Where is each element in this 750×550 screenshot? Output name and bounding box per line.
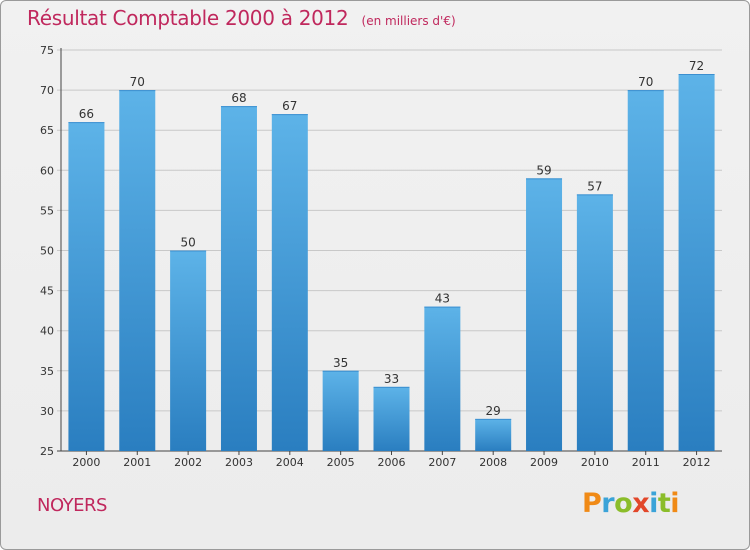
y-tick-label: 35 [40,365,54,378]
bar [271,114,308,451]
bar-value-label: 72 [689,59,704,73]
bar-value-label: 67 [282,99,297,113]
chart-title: Résultat Comptable 2000 à 2012 [27,6,349,30]
bar-value-label: 35 [333,356,348,370]
logo-letter: t [657,488,671,519]
x-tick-label: 2002 [174,456,202,469]
x-tick-label: 2008 [479,456,507,469]
bar-value-label: 68 [231,91,246,105]
bars [68,74,715,452]
logo-letter: i [649,488,658,519]
logo-letter: i [670,488,680,519]
bar [68,122,105,452]
y-tick-label: 30 [40,405,54,418]
bar-value-label: 70 [638,75,653,89]
chart-unit: (en milliers d'€) [361,14,456,28]
bar [170,250,207,451]
commune-name: NOYERS [37,495,107,516]
bar [475,418,512,451]
x-tick-label: 2005 [327,456,355,469]
title-row: Résultat Comptable 2000 à 2012 (en milli… [27,6,456,30]
bar [678,74,715,451]
x-tick-label: 2003 [225,456,253,469]
logo-letter: P [582,488,602,519]
x-tick-label: 2001 [123,456,151,469]
bar-value-label: 70 [130,75,145,89]
bar [220,106,257,451]
bar-value-label: 59 [536,163,551,177]
tick-labels: 25 30 35 40 45 50 55 60 65 70 75 2000 2001 2002 2003 20… [40,44,711,469]
bar-value-label: 57 [587,179,602,193]
bar [627,90,664,451]
logo-letter: x [632,488,650,519]
bar [373,386,410,451]
y-tick-label: 45 [40,285,54,298]
bar [576,194,613,452]
bar [526,178,563,451]
x-tick-label: 2004 [276,456,304,469]
x-tick-label: 2011 [632,456,660,469]
y-tick-label: 60 [40,164,54,177]
y-tick-label: 55 [40,204,54,217]
y-tick-label: 25 [40,445,54,458]
x-tick-label: 2006 [378,456,406,469]
x-tick-label: 2000 [72,456,100,469]
x-tick-label: 2007 [428,456,456,469]
y-tick-label: 65 [40,124,54,137]
proxiti-logo[interactable]: Proxiti [582,488,680,519]
logo-letter: o [614,488,633,519]
y-tick-label: 70 [40,84,54,97]
x-tick-label: 2012 [683,456,711,469]
bar [424,306,461,451]
x-tick-label: 2010 [581,456,609,469]
value-labels: 66 70 50 68 67 35 33 43 29 59 57 70 72 [79,59,704,418]
bar-value-label: 33 [384,372,399,386]
y-tick-label: 75 [40,44,54,57]
bar-value-label: 66 [79,107,94,121]
x-tick-label: 2009 [530,456,558,469]
bar [322,370,359,451]
bar-value-label: 29 [486,404,501,418]
y-tick-label: 40 [40,325,54,338]
y-tick-label: 50 [40,245,54,258]
logo-letter: r [601,488,615,519]
bar [119,90,156,451]
bar-value-label: 43 [435,292,450,306]
bar-value-label: 50 [180,236,195,250]
